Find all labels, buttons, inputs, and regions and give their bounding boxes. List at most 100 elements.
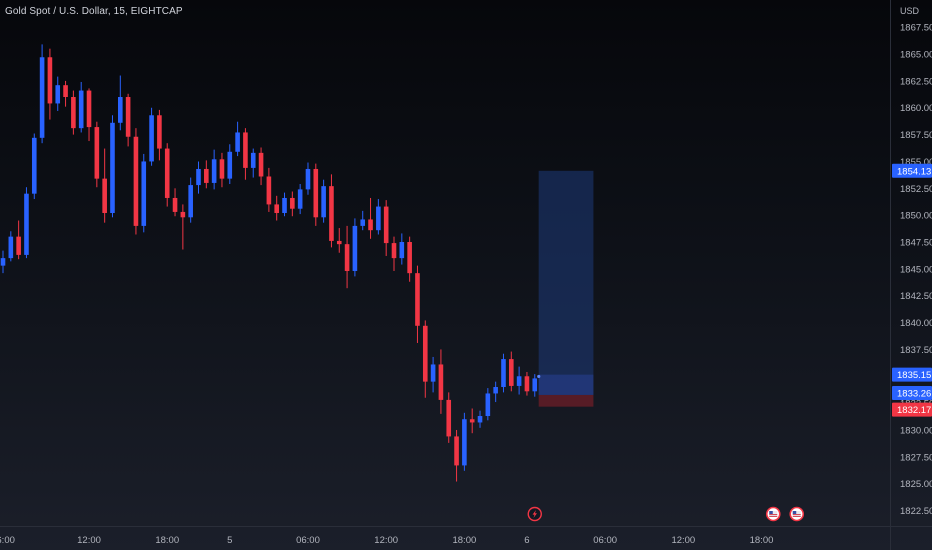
price-tick-label: 1845.00 [900, 264, 932, 275]
candle-body [94, 127, 100, 179]
time-tick-label: 5 [227, 535, 232, 546]
candle-body [368, 219, 373, 231]
price-tick-label: 1822.50 [900, 506, 932, 517]
candle-body [415, 273, 420, 326]
price-label-current[interactable] [892, 367, 932, 382]
candle-body [454, 436, 459, 466]
candle-body [297, 189, 303, 209]
candle-body [477, 416, 483, 423]
time-tick-label: 12:00 [374, 535, 398, 546]
candle-body [352, 225, 358, 272]
candle-body [493, 387, 498, 394]
candle-body [235, 132, 240, 152]
candle-body [172, 197, 178, 212]
candle-body [399, 242, 405, 259]
candle-body [383, 206, 389, 244]
price-label-stop[interactable] [892, 402, 932, 417]
candle-body [329, 186, 334, 241]
candle-body [31, 137, 37, 194]
lightning-icon-glyph [532, 510, 537, 518]
candle-body [78, 90, 84, 129]
candle-body [266, 176, 272, 205]
candle-body [196, 168, 201, 186]
price-tick-label: 1847.50 [900, 238, 932, 249]
price-label-entry[interactable] [892, 385, 932, 400]
price-tick-label: 1842.50 [900, 291, 932, 302]
price-tick-label: 1862.50 [900, 76, 932, 87]
candle-body [462, 419, 467, 466]
price-tick-label: 1850.00 [900, 211, 932, 222]
candle-body [125, 97, 131, 137]
us-flag-icon-canton [769, 511, 773, 514]
candle-body [133, 136, 139, 226]
last-price-dot [537, 374, 541, 379]
chart-title: Gold Spot / U.S. Dollar, 15, EIGHTCAP [5, 6, 183, 17]
candle-body [360, 219, 366, 226]
candle-body [509, 359, 514, 386]
candle-body [149, 115, 154, 162]
price-tick-label: 1827.50 [900, 452, 932, 463]
price-label-target-text: 1854.13 [897, 166, 931, 177]
candle-body [157, 115, 162, 149]
candle-body [376, 206, 381, 231]
price-tick-label: 1865.00 [900, 50, 932, 61]
candle-body [47, 57, 53, 104]
candle-body [274, 204, 279, 214]
price-tick-label: 1825.00 [900, 479, 932, 490]
position-stop-zone[interactable] [538, 394, 594, 407]
time-tick-label: 6 [524, 535, 529, 546]
price-tick-label: 1857.50 [900, 130, 932, 141]
candle-body [180, 211, 186, 218]
candle-body [336, 240, 342, 245]
time-tick-label: 18:00 [750, 535, 774, 546]
candle-body [219, 159, 225, 179]
position-open-pnl-zone [538, 374, 594, 395]
price-tick-label: 1852.50 [900, 184, 932, 195]
time-tick-label: 18:00 [452, 535, 476, 546]
candle-body [407, 242, 412, 274]
candle-body [211, 159, 217, 183]
price-tick-label: 1837.50 [900, 345, 932, 356]
candle-body [227, 151, 233, 179]
candle-body [258, 152, 264, 177]
price-label-current-text: 1835.15 [897, 370, 931, 381]
price-axis-currency: USD [900, 6, 920, 16]
price-label-entry-text: 1833.26 [897, 388, 931, 399]
candle-body [524, 376, 530, 392]
position-target-zone[interactable] [538, 170, 594, 395]
time-tick-label: 12:00 [671, 535, 695, 546]
candle-body [290, 197, 295, 209]
candle-body [438, 364, 444, 400]
time-tick-label: 06:00 [296, 535, 320, 546]
candle-body [164, 148, 170, 198]
candle-body [516, 376, 522, 386]
candle-body [8, 236, 14, 259]
time-tick-label: 12:00 [77, 535, 101, 546]
candle-body [430, 364, 436, 382]
candle-body [24, 193, 29, 255]
price-label-target[interactable] [892, 163, 932, 178]
candle-body [250, 152, 256, 168]
candle-body [110, 122, 115, 214]
price-label-stop-text: 1832.17 [897, 405, 931, 416]
candle-body [39, 57, 45, 138]
candle-body [55, 85, 61, 104]
candle-body [243, 132, 248, 168]
symbol-title: Gold Spot / U.S. Dollar, 15, EIGHTCAP [5, 6, 183, 17]
candle-body [118, 97, 123, 123]
candle-body [86, 90, 92, 128]
candle-body [469, 419, 475, 423]
candle-body [422, 325, 428, 382]
price-tick-label: 1867.50 [900, 23, 932, 34]
candle-body [532, 378, 538, 392]
candle-body [71, 97, 76, 129]
candle-body [321, 186, 326, 218]
candle-body [501, 359, 506, 388]
time-tick-label: 18:00 [155, 535, 179, 546]
candle-body [282, 197, 287, 214]
candle-body [305, 168, 311, 190]
us-flag-icon-field [769, 511, 778, 517]
candle-body [0, 258, 6, 266]
